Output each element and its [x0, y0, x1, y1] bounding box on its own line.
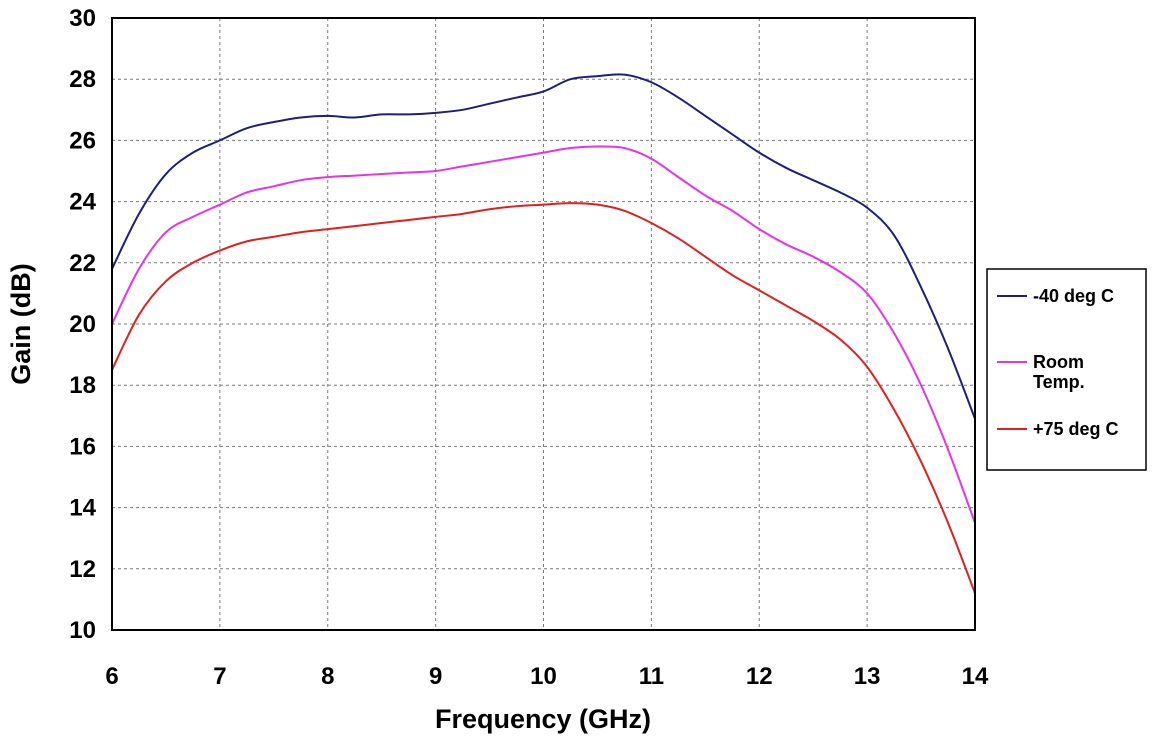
x-tick-label: 7: [213, 663, 226, 690]
x-tick-label: 8: [321, 663, 334, 690]
x-axis-title: Frequency (GHz): [435, 704, 651, 734]
x-tick-label: 11: [639, 663, 664, 690]
legend-label-1: Temp.: [1033, 372, 1085, 392]
y-tick-label: 16: [69, 433, 96, 460]
y-tick-label: 22: [69, 250, 96, 277]
series-line-0: [111, 73, 976, 420]
y-tick-label: 24: [69, 189, 96, 216]
y-axis-title: Gain (dB): [6, 263, 36, 385]
legend-label-2: +75 deg C: [1033, 419, 1119, 439]
series-line-1: [111, 145, 976, 524]
x-tick-label: 14: [962, 663, 989, 690]
y-tick-label: 28: [69, 66, 96, 93]
x-tick-label: 9: [429, 663, 442, 690]
plot-border: [111, 17, 976, 631]
y-tick-label: 20: [69, 311, 96, 338]
legend-label-0: -40 deg C: [1033, 286, 1114, 306]
y-tick-label: 26: [69, 127, 96, 154]
y-tick-label: 14: [69, 495, 96, 522]
x-tick-label: 6: [105, 663, 118, 690]
series-line-2: [111, 202, 976, 594]
x-tick-labels: 6 7 8 9 10 11 12 13 14: [105, 663, 989, 690]
grid-lines: [112, 18, 975, 630]
x-tick-label: 10: [530, 663, 557, 690]
y-tick-labels: 10 12 14 16 18 20 22 24 26 28 30: [69, 5, 96, 644]
series-lines: [111, 73, 976, 594]
y-tick-label: 30: [69, 5, 96, 32]
legend-label-1: Room: [1033, 352, 1084, 372]
legend-box: [986, 268, 1147, 471]
y-tick-label: 10: [69, 617, 96, 644]
x-tick-label: 13: [854, 663, 881, 690]
y-tick-label: 18: [69, 372, 96, 399]
x-tick-label: 12: [746, 663, 773, 690]
y-tick-label: 12: [69, 556, 96, 583]
